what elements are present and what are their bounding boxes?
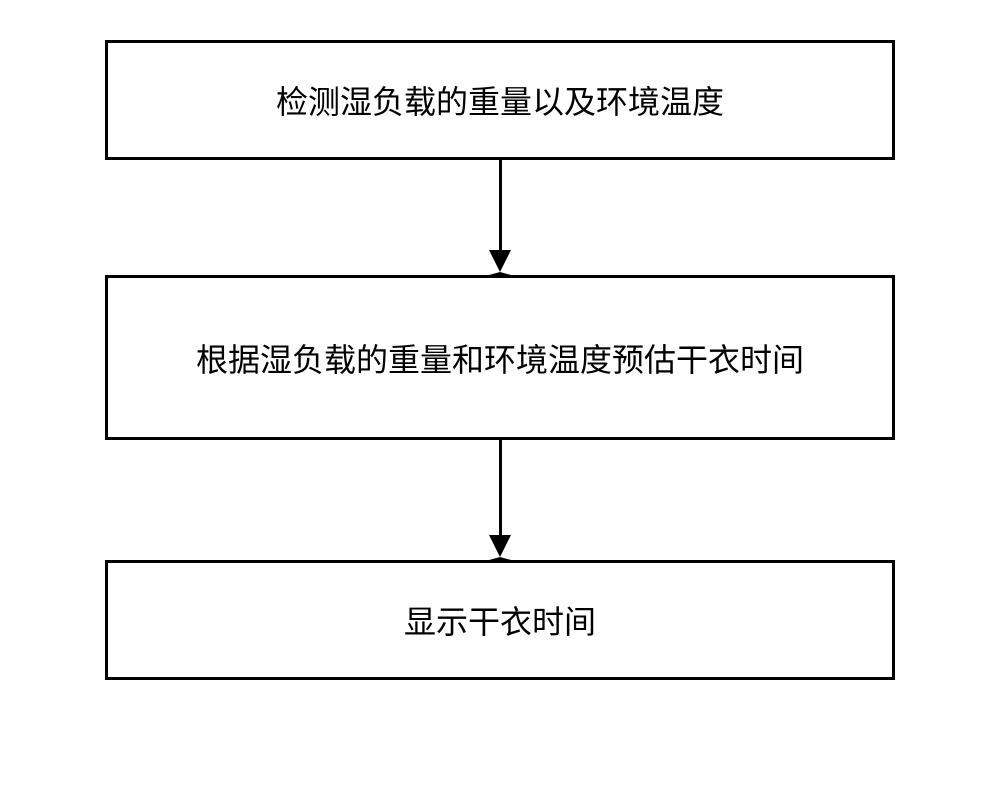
flowchart-step-1: 检测湿负载的重量以及环境温度	[105, 40, 895, 160]
arrow-head-icon	[489, 535, 511, 560]
flowchart-arrow-2	[489, 440, 511, 560]
arrow-head-icon	[489, 250, 511, 275]
flowchart-container: 检测湿负载的重量以及环境温度 根据湿负载的重量和环境温度预估干衣时间 显示干衣时…	[105, 40, 895, 680]
arrow-line	[499, 160, 502, 250]
flowchart-arrow-1	[489, 160, 511, 275]
flowchart-step-2: 根据湿负载的重量和环境温度预估干衣时间	[105, 275, 895, 440]
flowchart-step-3: 显示干衣时间	[105, 560, 895, 680]
arrow-line	[499, 440, 502, 535]
